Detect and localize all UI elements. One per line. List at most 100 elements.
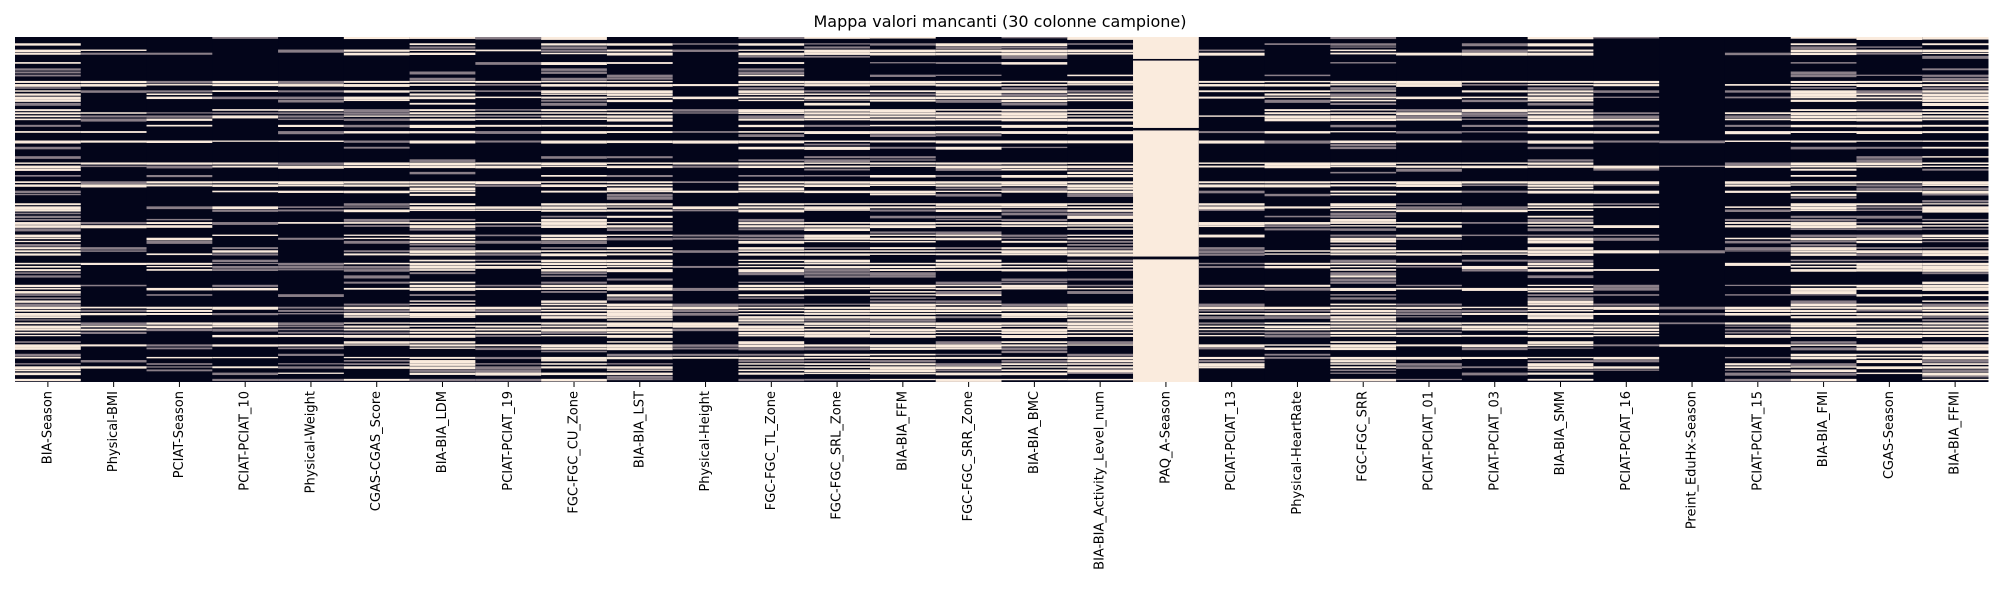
heatmap-cell [935,294,1002,297]
heatmap-cell [738,184,805,187]
heatmap-cell [1001,206,1068,208]
heatmap-cell [80,225,148,229]
heatmap-cell [738,369,805,372]
heatmap-cell [212,222,279,225]
heatmap-cell [935,124,1002,127]
heatmap-cell [1790,71,1857,75]
heatmap-cell [409,259,476,262]
heatmap-cell [1067,162,1134,165]
heatmap-cell [1856,322,1923,325]
heatmap-cell [1527,90,1594,93]
heatmap-cell [804,366,871,368]
heatmap-cell [1593,322,1660,325]
heatmap-cell [869,294,937,296]
heatmap-cell [804,262,871,265]
heatmap-cell [1527,162,1594,165]
heatmap-cell [1922,303,1989,307]
heatmap-cell [1856,306,1923,310]
heatmap-cell [738,175,805,177]
heatmap-cell [1067,378,1134,381]
heatmap-cell [606,222,674,224]
heatmap-cell [15,250,82,253]
heatmap-cell [935,165,1002,169]
heatmap-cell [475,265,542,269]
heatmap-cell [1790,372,1857,376]
heatmap-cell [1922,284,1989,288]
heatmap-cell [343,218,411,222]
heatmap-cell [935,322,1002,326]
heatmap-cell [606,80,674,83]
heatmap-cell [475,225,542,227]
heatmap-cell [606,225,674,228]
heatmap-cell [1790,87,1857,89]
heatmap-cell [1461,259,1529,262]
heatmap-cell [15,244,82,247]
heatmap-cell [869,234,937,236]
heatmap-cell [1527,124,1594,128]
heatmap-cell [1001,146,1068,149]
heatmap-cell [1330,218,1397,222]
heatmap-cell [1461,265,1529,270]
heatmap-cell [1461,347,1529,351]
heatmap-cell [935,250,1002,252]
heatmap-cell [1067,184,1134,188]
heatmap-cell [80,331,148,334]
heatmap-cell [1330,109,1397,111]
heatmap-cell [409,360,476,364]
heatmap-cell [343,240,411,244]
heatmap-cell [1264,84,1331,87]
heatmap-cell [15,247,82,250]
heatmap-cell [1067,322,1134,326]
heatmap-cell [1396,203,1463,205]
heatmap-cell [1922,322,1989,325]
heatmap-cell [343,363,411,365]
heatmap-cell [1922,281,1989,285]
heatmap-cell [935,344,1002,348]
heatmap-cell [869,344,937,347]
heatmap-cell [541,184,608,188]
heatmap-cell [15,356,82,359]
heatmap-cell [672,43,739,45]
heatmap-cell [343,356,411,359]
heatmap-cell [1724,140,1792,142]
heatmap-cell [343,37,411,40]
heatmap-cell [80,322,148,326]
heatmap-cell [804,80,871,84]
heatmap-cell [1790,203,1857,207]
heatmap-cell [15,206,82,210]
heatmap-cell [1396,165,1463,168]
heatmap-cell [278,80,345,84]
heatmap-cell [804,225,871,228]
heatmap-cell [804,115,871,118]
heatmap-cell [1330,262,1397,265]
heatmap-cell [606,237,674,241]
heatmap-cell [1856,356,1923,359]
heatmap-cell [475,284,542,287]
heatmap-cell [146,347,213,350]
heatmap-cell [935,225,1002,227]
heatmap-cell [1659,322,1726,325]
heatmap-cell [1001,366,1068,368]
heatmap-cell [1856,162,1923,166]
heatmap-cell [343,275,411,279]
heatmap-cell [1527,284,1594,287]
heatmap-cell [15,118,82,121]
heatmap-cell [869,80,937,84]
heatmap-cell [146,162,213,165]
heatmap-cell [1856,156,1923,159]
heatmap-cell [606,99,674,103]
x-tick-label: BIA-BIA_FFM [895,391,910,471]
heatmap-cell [672,165,739,168]
heatmap-cell [672,306,739,310]
heatmap-cell [1264,347,1331,350]
heatmap-cell [1001,115,1068,119]
heatmap-cell [1790,165,1857,168]
heatmap-cell [1001,37,1068,39]
heatmap-cell [1856,146,1923,149]
heatmap-cell [146,287,213,291]
heatmap-cell [1330,281,1397,284]
heatmap-cell [212,234,279,236]
heatmap-cell [1001,287,1068,290]
heatmap-cell [278,124,345,127]
heatmap-cell [343,366,411,369]
